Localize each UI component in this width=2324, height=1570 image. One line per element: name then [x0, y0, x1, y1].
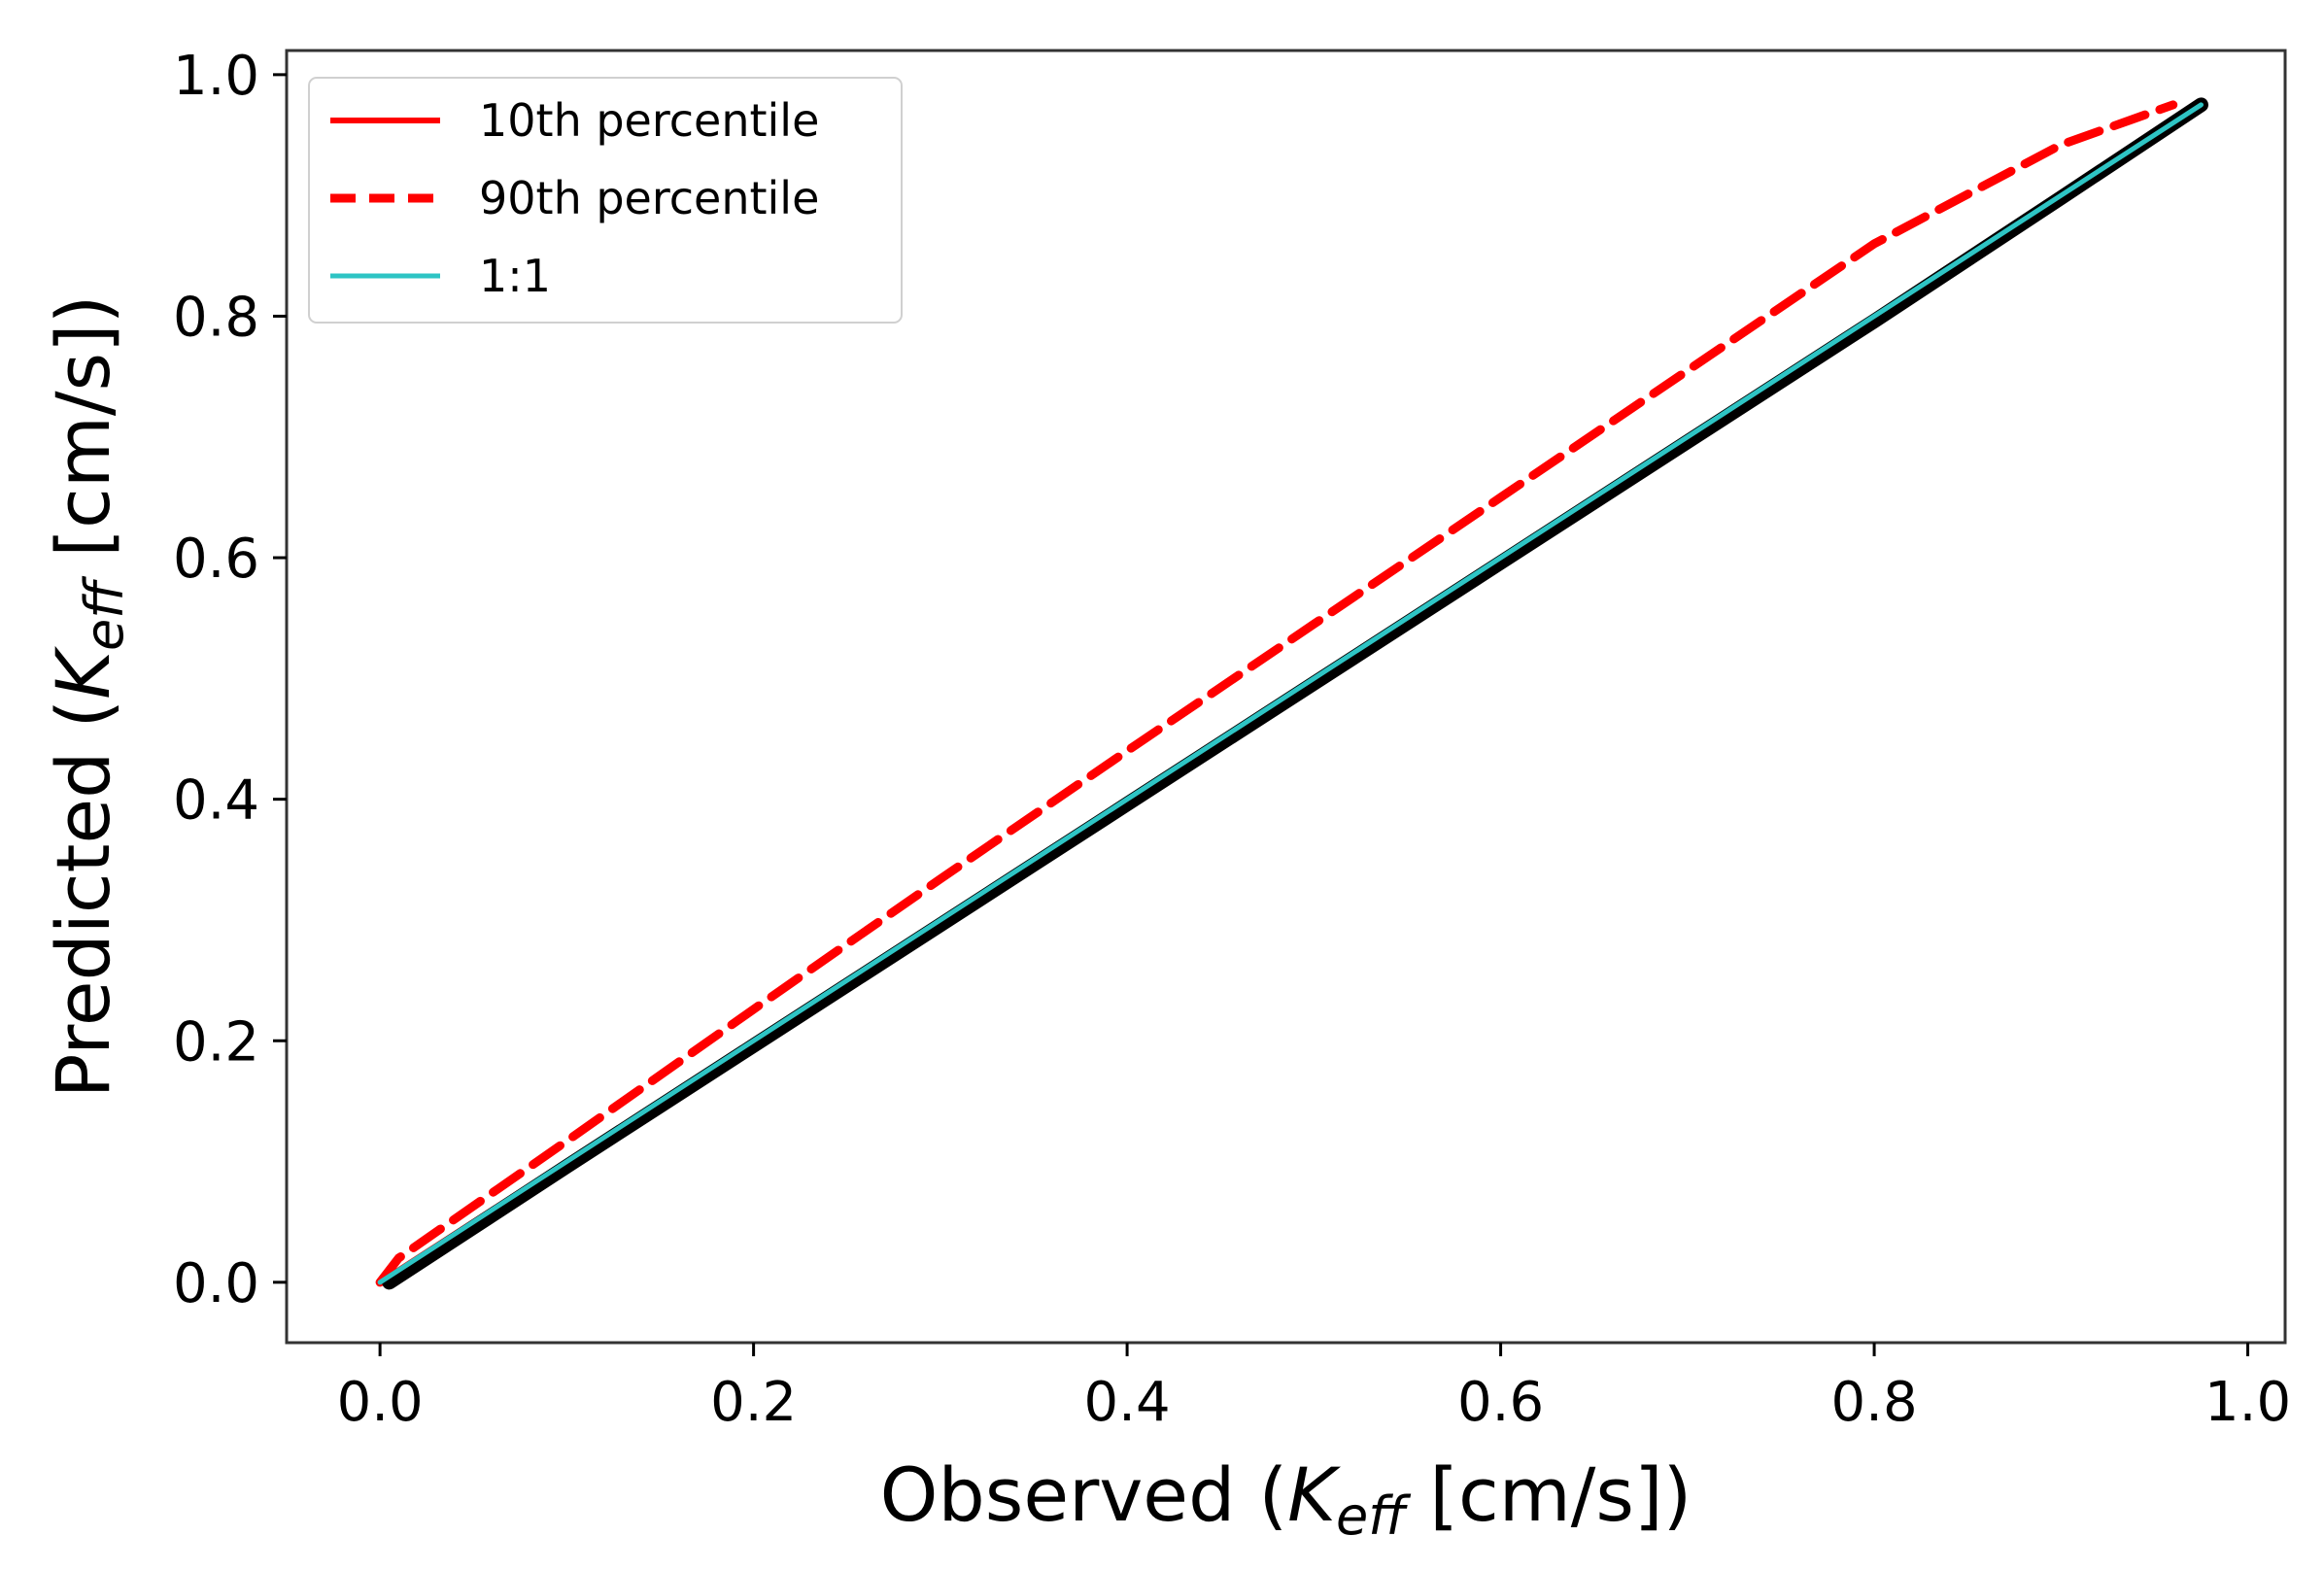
x-tick-label: 1.0 — [2204, 1371, 2291, 1434]
x-tick-label: 0.6 — [1457, 1371, 1544, 1434]
y-tick-label: 0.4 — [173, 769, 259, 833]
y-axis-label-prefix: Predicted ( — [40, 700, 126, 1099]
y-tick-label: 0.6 — [173, 528, 259, 591]
series-line-90th-percentile — [375, 100, 2178, 1287]
y-axis-label-sub: eff — [74, 576, 135, 651]
legend-label: 10th percentile — [479, 94, 819, 147]
x-axis-label: Observed (Keff [cm/s]) — [880, 1451, 1692, 1547]
x-axis-label-sub: eff — [1336, 1485, 1411, 1547]
legend-box — [308, 77, 903, 324]
y-tick-label: 0.0 — [173, 1252, 259, 1315]
y-axis-label-suffix: [cm/s]) — [40, 295, 126, 581]
series-line-observations — [382, 97, 2208, 1290]
x-axis-label-suffix: [cm/s]) — [1406, 1451, 1692, 1538]
legend-label: 90th percentile — [479, 172, 819, 224]
y-tick-label: 0.2 — [173, 1010, 259, 1074]
x-axis-label-var: K — [1287, 1451, 1341, 1538]
y-axis-label-var: K — [40, 646, 126, 700]
legend-items: 10th percentile 90th percentile 1:1 — [330, 94, 819, 302]
x-axis-ticks: 0.0 0.2 0.4 0.6 0.8 1.0 — [337, 1343, 2291, 1434]
series-line-1-1 — [377, 102, 2204, 1285]
y-axis-label: Predicted (Keff [cm/s]) — [40, 295, 135, 1099]
legend: 10th percentile 90th percentile 1:1 — [308, 77, 903, 324]
y-axis-ticks: 0.0 0.2 0.4 0.6 0.8 1.0 — [173, 45, 287, 1315]
x-tick-label: 0.8 — [1831, 1371, 1918, 1434]
series-layer — [375, 97, 2208, 1290]
x-tick-label: 0.4 — [1084, 1371, 1171, 1434]
plot-frame — [285, 49, 2287, 1345]
y-tick-label: 0.8 — [173, 286, 259, 349]
x-axis-label-prefix: Observed ( — [880, 1451, 1287, 1538]
x-tick-label: 0.0 — [337, 1371, 424, 1434]
x-tick-label: 0.2 — [710, 1371, 797, 1434]
legend-label: 1:1 — [479, 250, 551, 302]
y-tick-label: 1.0 — [173, 45, 259, 108]
